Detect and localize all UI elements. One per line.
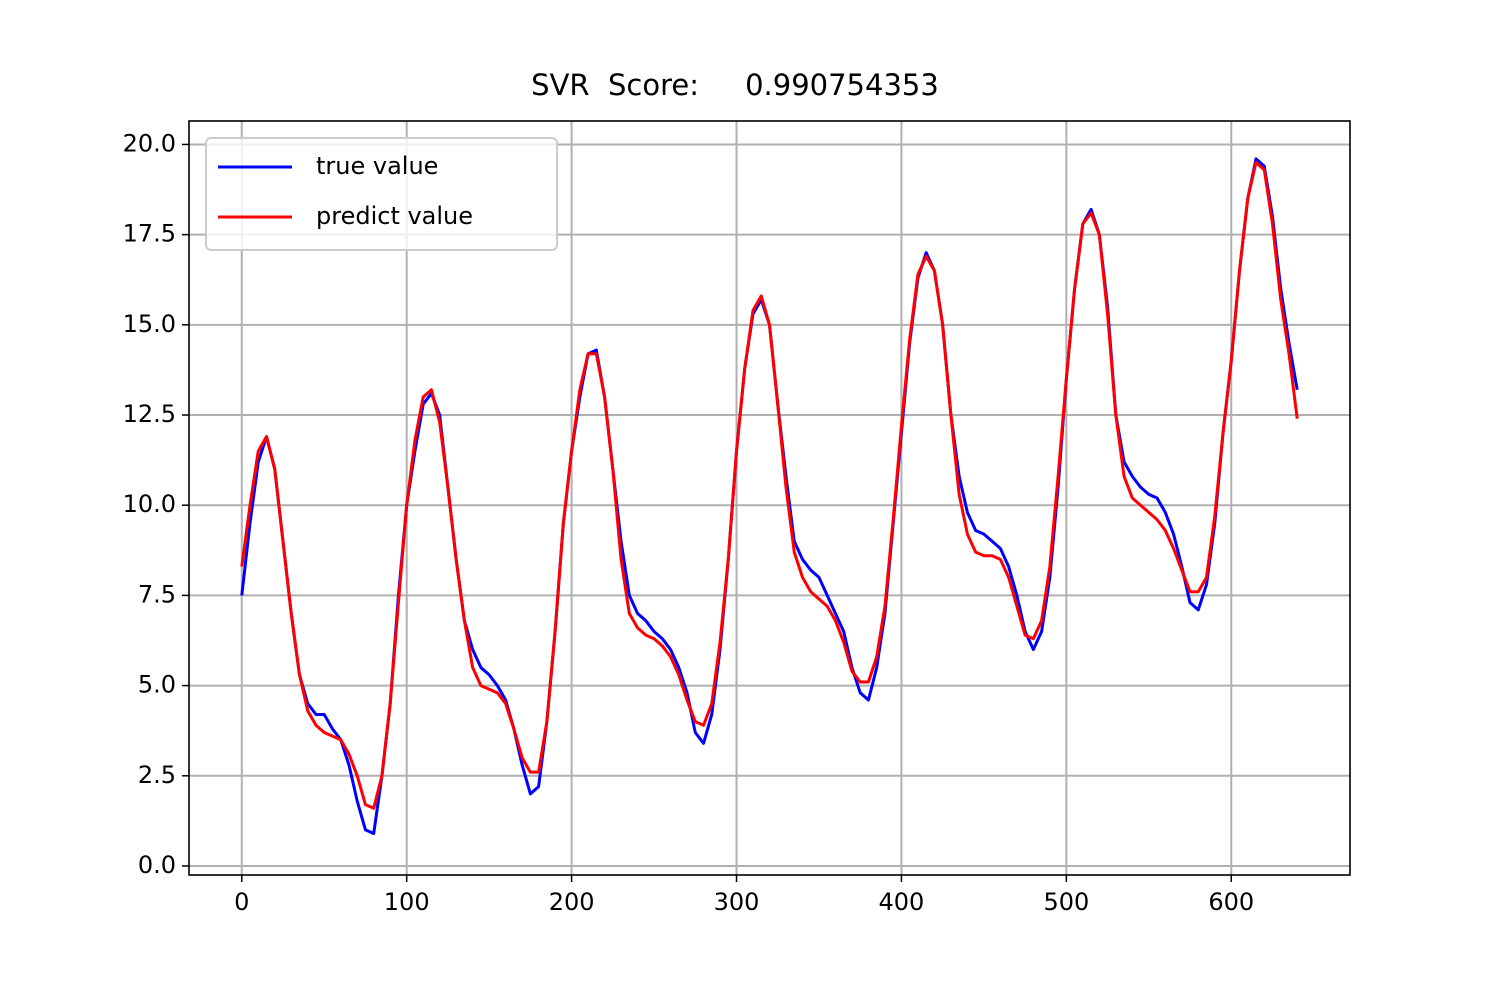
y-tick-label: 5.0 bbox=[138, 671, 176, 699]
x-tick-label: 100 bbox=[384, 888, 430, 916]
y-tick-label: 17.5 bbox=[123, 220, 176, 248]
legend-label: true value bbox=[316, 152, 438, 180]
y-tick-label: 12.5 bbox=[123, 400, 176, 428]
y-tick-label: 15.0 bbox=[123, 310, 176, 338]
legend-box bbox=[205, 137, 558, 251]
legend-label: predict value bbox=[316, 202, 473, 230]
y-tick-label: 7.5 bbox=[138, 580, 176, 608]
x-tick-label: 600 bbox=[1208, 888, 1254, 916]
y-tick-label: 2.5 bbox=[138, 761, 176, 789]
y-tick-label: 0.0 bbox=[138, 851, 176, 879]
chart-title: SVR Score: 0.990754353 bbox=[531, 68, 939, 102]
x-tick-label: 200 bbox=[549, 888, 595, 916]
x-tick-label: 0 bbox=[234, 888, 249, 916]
y-tick-label: 10.0 bbox=[123, 490, 176, 518]
x-tick-label: 300 bbox=[714, 888, 760, 916]
plot-frame bbox=[188, 120, 1351, 876]
data-line bbox=[240, 160, 1299, 810]
x-tick-label: 500 bbox=[1043, 888, 1089, 916]
y-tick-label: 20.0 bbox=[123, 129, 176, 157]
x-tick-label: 400 bbox=[879, 888, 925, 916]
